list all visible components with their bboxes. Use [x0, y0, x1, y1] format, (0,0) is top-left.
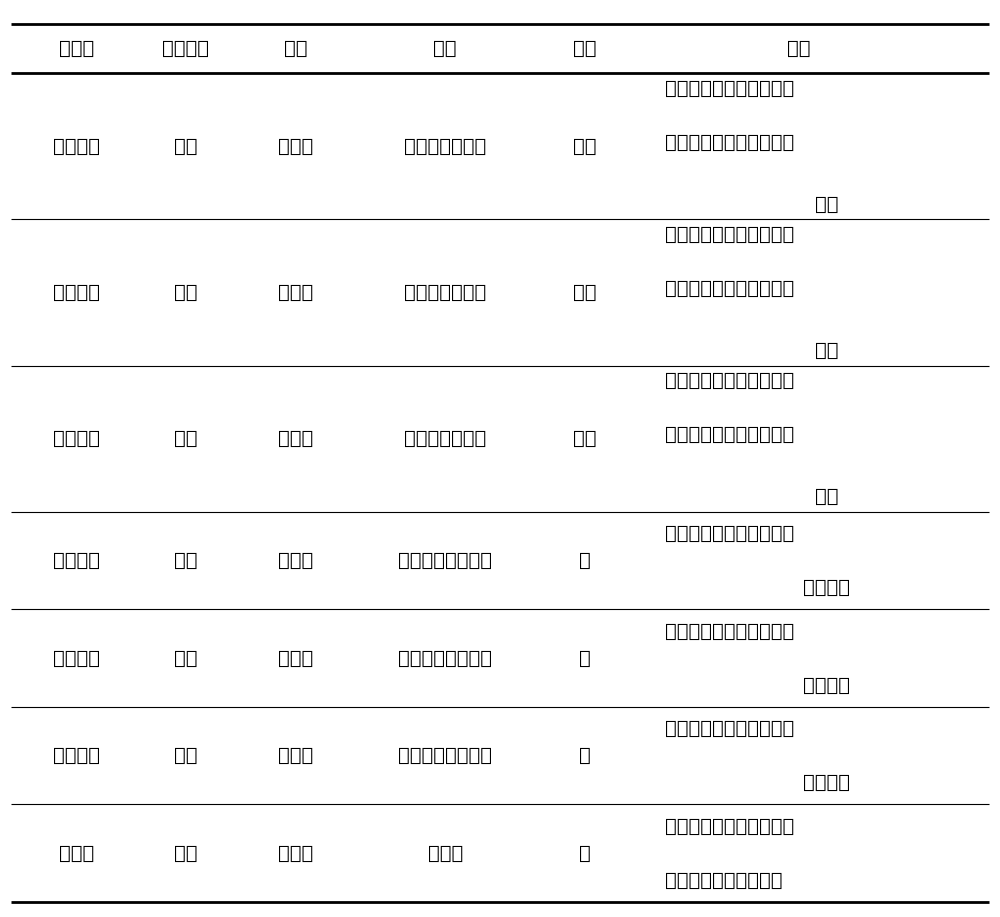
Text: 酸香味、酒香味: 酸香味、酒香味	[404, 429, 486, 448]
Text: 优良: 优良	[174, 137, 198, 156]
Text: 中等: 中等	[174, 844, 198, 863]
Text: 柔软: 柔软	[815, 194, 838, 214]
Text: 黄褐色: 黄褐色	[278, 283, 313, 302]
Text: 实施例三: 实施例三	[53, 429, 100, 448]
Text: 浓郁: 浓郁	[573, 429, 597, 448]
Text: 浓郁: 浓郁	[573, 283, 597, 302]
Text: 酸香味、酒香味: 酸香味、酒香味	[404, 283, 486, 302]
Text: 霉变味: 霉变味	[428, 844, 463, 863]
Text: 质量等级: 质量等级	[162, 39, 209, 58]
Text: 质地: 质地	[787, 39, 811, 58]
Text: 酸味: 酸味	[433, 39, 457, 58]
Text: 淡: 淡	[579, 746, 591, 765]
Text: 淡: 淡	[579, 551, 591, 570]
Text: 柔软: 柔软	[815, 487, 838, 506]
Text: 浓郁: 浓郁	[573, 137, 597, 156]
Text: 酸味: 酸味	[573, 39, 597, 58]
Text: 水分较多: 水分较多	[803, 676, 850, 695]
Text: 状态、柔软、水分较多: 状态、柔软、水分较多	[665, 871, 782, 889]
Text: 刺鼻酸味，霉变味: 刺鼻酸味，霉变味	[398, 746, 492, 765]
Text: 实施例五: 实施例五	[53, 648, 100, 668]
Text: 实施例六: 实施例六	[53, 746, 100, 765]
Text: 结构松散，手感变得更加: 结构松散，手感变得更加	[665, 279, 794, 298]
Text: 部分保持原状态、柔软、: 部分保持原状态、柔软、	[665, 524, 794, 543]
Text: 淡: 淡	[579, 844, 591, 863]
Text: 中等: 中等	[174, 551, 198, 570]
Text: 黄褐色: 黄褐色	[278, 551, 313, 570]
Text: 湿润、紧密、容易分离，: 湿润、紧密、容易分离，	[665, 79, 794, 97]
Text: 黄褐色: 黄褐色	[278, 429, 313, 448]
Text: 刺鼻酸味，霉变味: 刺鼻酸味，霉变味	[398, 648, 492, 668]
Text: 水分较多: 水分较多	[803, 579, 850, 597]
Text: 霉变部分多、部分保持原: 霉变部分多、部分保持原	[665, 816, 794, 835]
Text: 实施例二: 实施例二	[53, 283, 100, 302]
Text: 部分保持原状态、柔软、: 部分保持原状态、柔软、	[665, 719, 794, 738]
Text: 对比例: 对比例	[59, 844, 94, 863]
Text: 中等: 中等	[174, 648, 198, 668]
Text: 实施例一: 实施例一	[53, 137, 100, 156]
Text: 部分保持原状态、柔软、: 部分保持原状态、柔软、	[665, 622, 794, 640]
Text: 实施例四: 实施例四	[53, 551, 100, 570]
Text: 水分较多: 水分较多	[803, 773, 850, 792]
Text: 实施例: 实施例	[59, 39, 94, 58]
Text: 酸香味、酒香味: 酸香味、酒香味	[404, 137, 486, 156]
Text: 黄褐色: 黄褐色	[278, 137, 313, 156]
Text: 色泽: 色泽	[284, 39, 307, 58]
Text: 结构松散，手感变得更加: 结构松散，手感变得更加	[665, 425, 794, 445]
Text: 黄褐色: 黄褐色	[278, 844, 313, 863]
Text: 优良: 优良	[174, 283, 198, 302]
Text: 优良: 优良	[174, 429, 198, 448]
Text: 刺鼻酸味，霉变味: 刺鼻酸味，霉变味	[398, 551, 492, 570]
Text: 淡: 淡	[579, 648, 591, 668]
Text: 湿润、紧密、容易分离，: 湿润、紧密、容易分离，	[665, 371, 794, 390]
Text: 结构松散，手感变得更加: 结构松散，手感变得更加	[665, 133, 794, 152]
Text: 湿润、紧密、容易分离，: 湿润、紧密、容易分离，	[665, 225, 794, 244]
Text: 柔软: 柔软	[815, 341, 838, 360]
Text: 中等: 中等	[174, 746, 198, 765]
Text: 黄褐色: 黄褐色	[278, 648, 313, 668]
Text: 黄褐色: 黄褐色	[278, 746, 313, 765]
